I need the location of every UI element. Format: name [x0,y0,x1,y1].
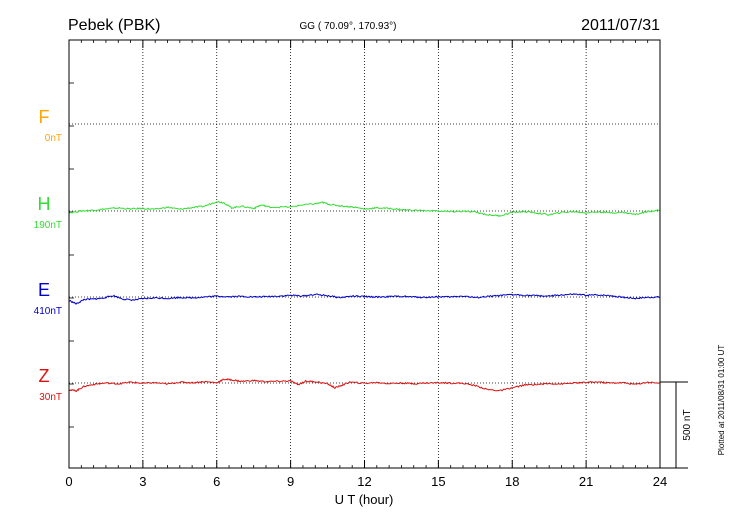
grid-lines [69,40,660,468]
x-tick-label: 6 [213,474,220,489]
station-title: Pebek (PBK) [68,17,160,34]
series-name-z: Z [39,366,50,386]
series-offset-e: 410nT [34,306,62,317]
x-tick-label: 3 [139,474,146,489]
series-offset-f: 0nT [45,133,62,144]
x-tick-label: 18 [505,474,519,489]
series-traces [68,200,661,393]
series-name-h: H [38,194,51,214]
plot-frame [68,39,661,469]
trace-h [68,200,661,218]
series-offset-z: 30nT [39,392,62,403]
station-coords: GG ( 70.09°, 170.93°) [300,21,397,32]
scale-bar-label: 500 nT [682,409,693,440]
chart-date: 2011/07/31 [581,17,660,34]
x-tick-label: 0 [65,474,72,489]
trace-z [68,378,660,393]
x-tick-label: 21 [579,474,593,489]
series-name-e: E [38,280,50,300]
trace-e [68,293,661,305]
x-tick-label: 15 [431,474,445,489]
x-tick-label: 12 [357,474,371,489]
scale-bar: 500 nT [660,381,693,469]
plotted-timestamp: Plotted at 2011/08/31 01:00 UT [717,345,726,456]
series-offset-h: 190nT [34,220,62,231]
x-tick-label: 24 [653,474,667,489]
x-tick-label: 9 [287,474,294,489]
series-labels: F 0nT H 190nT E 410nT Z 30nT [34,107,62,403]
x-axis-title: U T (hour) [335,492,394,507]
series-name-f: F [39,107,50,127]
axis-ticks: 0 3 6 9 12 15 18 21 24 [65,40,667,489]
